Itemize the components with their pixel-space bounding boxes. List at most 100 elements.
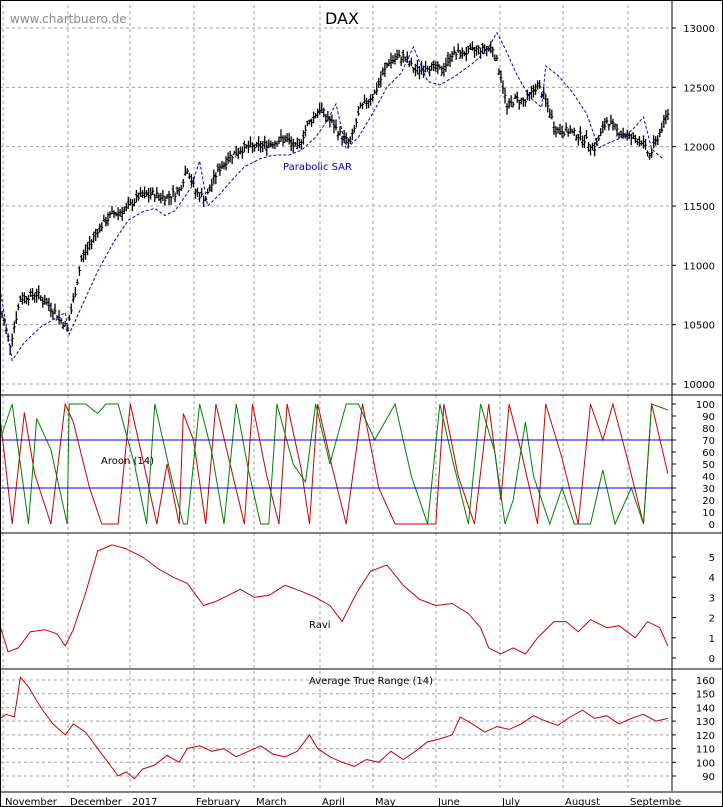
y-tick-label: 20 <box>702 496 715 507</box>
price-bar <box>39 295 43 302</box>
price-bar <box>222 161 226 170</box>
price-bar <box>507 98 511 109</box>
price-bar <box>147 187 151 203</box>
price-bar <box>100 222 104 232</box>
atr-panel <box>0 676 669 780</box>
price-bar <box>422 65 426 78</box>
price-bar <box>27 294 31 306</box>
x-tick-label: 2017 <box>132 797 157 807</box>
price-bar <box>242 140 246 153</box>
price-bar <box>338 126 342 136</box>
price-bar <box>568 125 572 134</box>
x-tick-label: March <box>256 797 286 807</box>
y-tick-label: 70 <box>702 436 715 447</box>
price-bar <box>407 60 411 68</box>
y-tick-label: 90 <box>702 772 715 783</box>
price-bar <box>580 135 584 148</box>
price-bar <box>442 62 446 77</box>
price-bar <box>12 321 16 334</box>
price-bar <box>348 136 352 145</box>
price-bar <box>481 43 485 54</box>
price-bar <box>214 172 218 185</box>
price-bar <box>493 54 497 62</box>
price-bar <box>446 51 450 67</box>
price-bar <box>303 124 307 137</box>
y-tick-label: 150 <box>696 690 715 701</box>
price-bar <box>499 70 503 83</box>
price-bar <box>37 285 41 300</box>
series-line-2 <box>0 402 669 526</box>
y-tick-label: 50 <box>702 460 715 471</box>
price-bar <box>114 212 118 217</box>
y-tick-label: 40 <box>702 472 715 483</box>
price-bar <box>210 178 214 192</box>
price-bar <box>409 57 413 66</box>
y-tick-label: 10500 <box>683 321 715 332</box>
price-bar <box>220 160 224 170</box>
price-bar <box>153 193 157 202</box>
price-bar <box>94 228 98 241</box>
price-bar <box>104 217 108 227</box>
price-bar <box>283 135 287 143</box>
price-bar <box>141 189 145 199</box>
grid-layer <box>0 5 672 791</box>
y-tick-label: 11500 <box>683 202 715 213</box>
price-bar <box>90 239 94 250</box>
price-bar <box>301 130 305 145</box>
x-tick-label: February <box>196 797 240 807</box>
price-bar <box>73 286 77 298</box>
price-bar <box>436 61 440 74</box>
price-bar <box>532 84 536 98</box>
price-bar <box>637 135 641 147</box>
price-bar <box>393 53 397 65</box>
sar-annotation: Parabolic SAR <box>283 162 352 173</box>
price-bar <box>521 97 525 107</box>
price-bar <box>468 43 472 50</box>
y-tick-label: 60 <box>702 448 715 459</box>
price-bar <box>124 202 128 212</box>
price-bar <box>230 154 234 165</box>
price-bar <box>269 140 273 148</box>
y-tick-label: 2 <box>709 614 715 625</box>
price-bar <box>495 54 499 61</box>
y-tick-label: 100 <box>696 400 715 411</box>
price-bar <box>175 186 179 195</box>
price-bar <box>597 135 601 142</box>
price-bar <box>558 123 562 135</box>
price-bar <box>360 102 364 110</box>
price-bar <box>413 63 417 77</box>
price-bar <box>615 123 619 137</box>
price-bar <box>289 136 293 151</box>
price-bar <box>371 93 375 102</box>
price-bar <box>265 140 269 156</box>
price-bar <box>77 266 81 276</box>
x-tick-label: Septembe <box>630 797 681 807</box>
price-bar <box>415 59 419 75</box>
price-bar <box>86 241 90 256</box>
price-bar <box>236 147 240 160</box>
price-bar <box>136 192 140 201</box>
price-bar <box>22 292 26 304</box>
price-bar <box>523 99 527 107</box>
price-bar <box>578 126 582 141</box>
price-bar <box>193 188 197 199</box>
price-bar <box>617 132 621 139</box>
price-bar <box>487 46 491 52</box>
price-bar <box>24 296 28 305</box>
price-bar <box>128 198 132 206</box>
price-bar <box>324 113 328 122</box>
price-bar <box>16 303 20 311</box>
price-bar <box>367 99 371 109</box>
price-bar <box>432 60 436 72</box>
price-bar <box>401 49 405 63</box>
price-bar <box>238 147 242 155</box>
price-bar <box>151 187 155 195</box>
price-bar <box>646 150 650 157</box>
price-bar <box>257 136 261 152</box>
ravi-label: Ravi <box>309 620 331 631</box>
price-bar <box>63 320 67 327</box>
price-bar <box>118 209 122 217</box>
price-bar <box>336 130 340 141</box>
price-bar <box>664 109 668 125</box>
